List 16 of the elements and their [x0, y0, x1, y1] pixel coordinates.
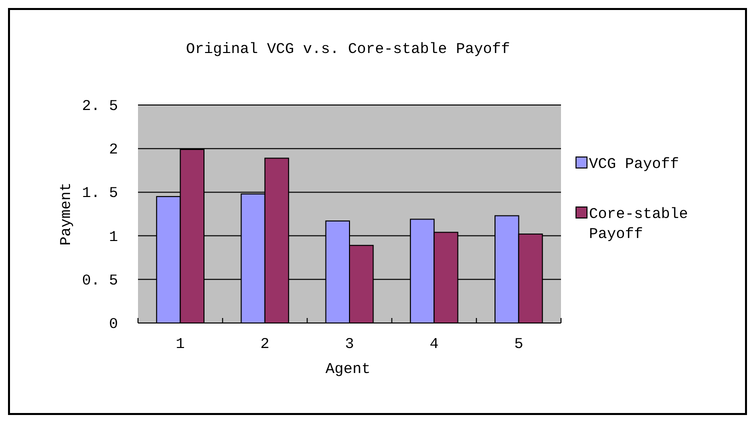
x-tick-label: 1: [176, 336, 185, 353]
y-tick-label: 1: [108, 228, 118, 246]
y-tick-label: 1. 5: [82, 185, 118, 202]
x-tick-label: 3: [344, 336, 354, 353]
x-tick-label: 5: [514, 336, 524, 353]
x-tick-label: 4: [430, 336, 439, 353]
y-tick-label: 0: [108, 316, 118, 333]
x-tick-label: 2: [260, 336, 270, 353]
x-axis-title: Agent: [325, 361, 371, 378]
chart-title: Original VCG v.s. Core-stable Payoff: [186, 41, 510, 58]
legend-label: VCG Payoff: [589, 156, 680, 173]
legend-label: Core-stable Payoff: [589, 206, 688, 243]
y-tick-label: 2. 5: [82, 98, 118, 115]
y-tick-label: 0. 5: [82, 272, 118, 290]
y-axis-title: Payment: [58, 182, 75, 246]
y-tick-label: 2: [108, 142, 118, 159]
